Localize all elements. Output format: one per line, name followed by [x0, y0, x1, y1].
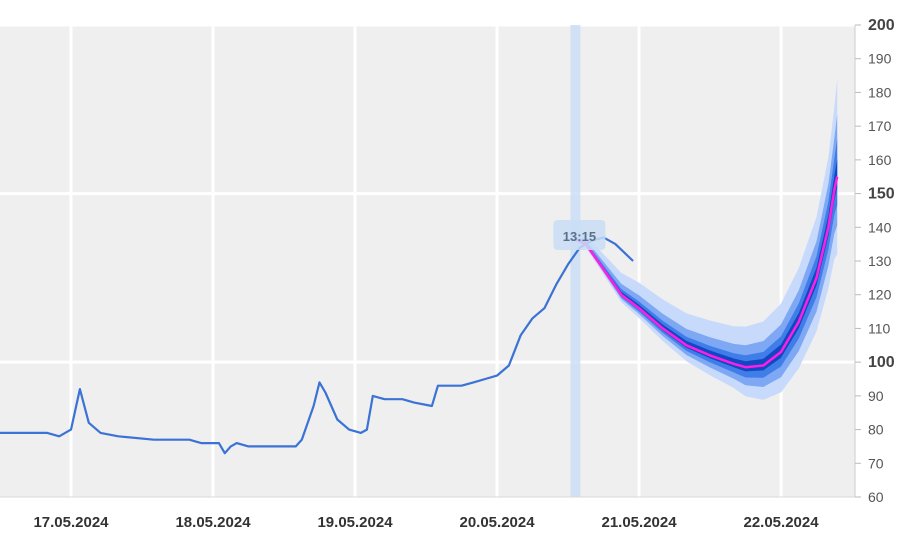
forecast-line: [574, 176, 839, 369]
y-tick-label: 170: [868, 118, 892, 134]
x-axis: 17.05.2024 18.05.2024 19.05.2024 20.05.2024…: [33, 514, 819, 531]
plot-background: [0, 25, 855, 497]
y-tick-label: 100: [868, 354, 895, 371]
y-tick-label: 140: [868, 219, 892, 235]
x-tick-label: 21.05.2024: [601, 514, 677, 531]
time-label: 13:15: [563, 229, 596, 244]
y-tick-label: 190: [868, 51, 892, 67]
y-tick-label: 120: [868, 287, 892, 303]
y-tick-label: 200: [868, 17, 895, 34]
series-lines: [0, 176, 839, 455]
x-tick-label: 18.05.2024: [175, 514, 251, 531]
y-tick-label: 80: [868, 422, 884, 438]
y-tick-label: 150: [868, 186, 895, 203]
x-tick-label: 22.05.2024: [743, 514, 819, 531]
x-tick-label: 20.05.2024: [459, 514, 535, 531]
y-tick-label: 90: [868, 388, 884, 404]
band-outer: [575, 78, 838, 400]
current-time-band: [570, 25, 581, 497]
vertical-gridlines: [69, 25, 783, 497]
y-tick-label: 130: [868, 253, 892, 269]
y-axis: 60 70 80 90 100 110 120 130 140 150 160 170 180 190 20…: [0, 17, 895, 505]
time-label-box: [553, 220, 606, 250]
observed-line: [0, 236, 634, 455]
y-tick-label: 70: [868, 455, 884, 471]
y-tick-label: 110: [868, 320, 891, 336]
x-tick-label: 17.05.2024: [33, 514, 109, 531]
y-tick-label: 160: [868, 152, 892, 168]
y-tick-label: 180: [868, 84, 892, 100]
x-tick-label: 19.05.2024: [317, 514, 393, 531]
forecast-uncertainty-bands: [575, 78, 838, 400]
current-time-marker: 13:15: [553, 220, 606, 250]
y-tick-label: 60: [868, 489, 884, 505]
